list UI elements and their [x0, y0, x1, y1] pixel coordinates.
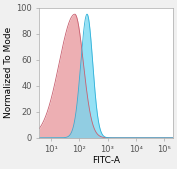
Y-axis label: Normalized To Mode: Normalized To Mode [4, 27, 13, 118]
X-axis label: FITC-A: FITC-A [92, 156, 120, 165]
